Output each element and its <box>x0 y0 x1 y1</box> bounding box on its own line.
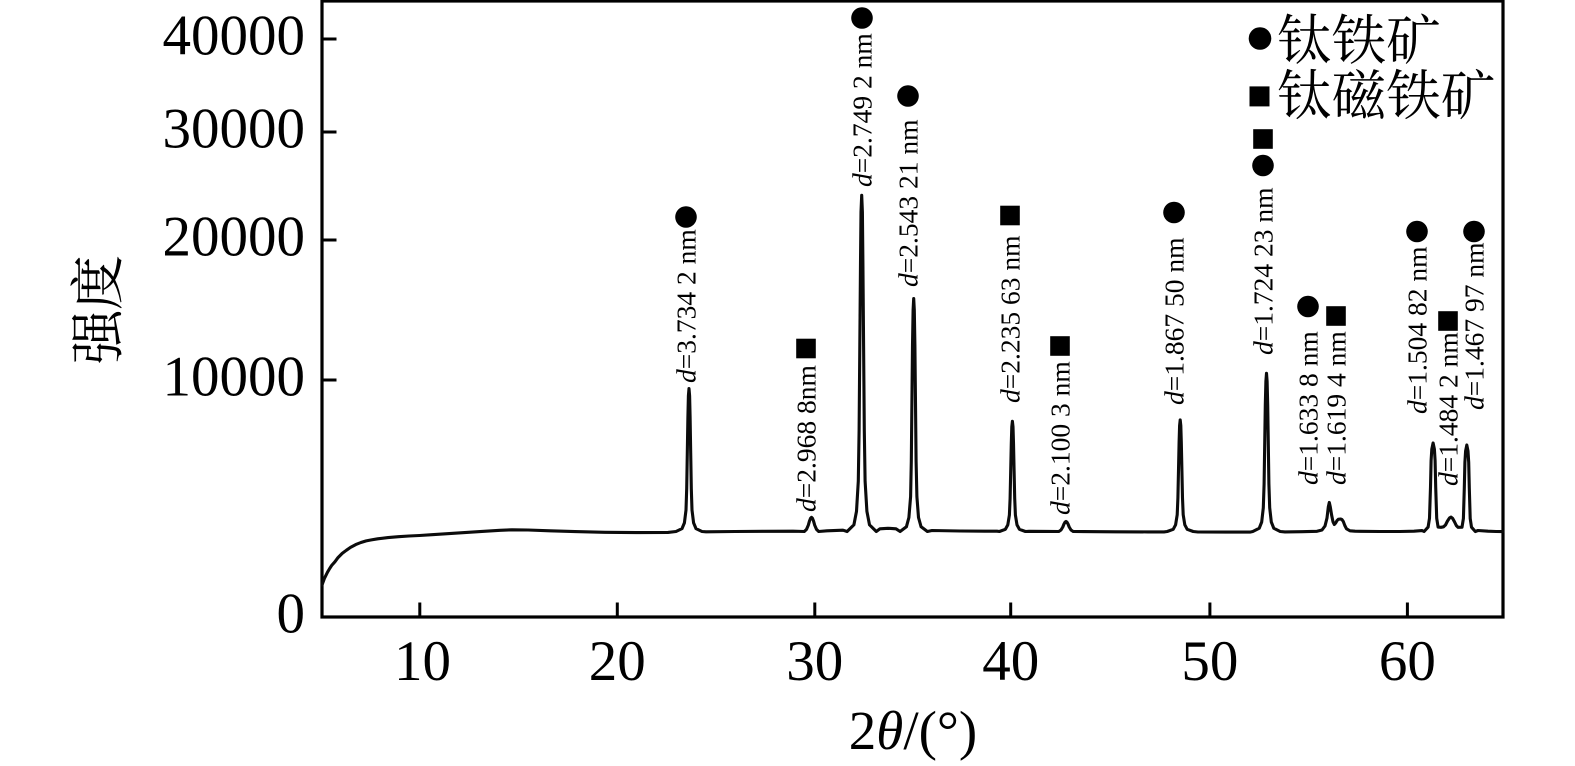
svg-text:20: 20 <box>589 630 646 693</box>
svg-text:60: 60 <box>1379 630 1436 693</box>
svg-text:30000: 30000 <box>163 98 306 161</box>
svg-text:50: 50 <box>1181 630 1238 693</box>
svg-text:d=1.867 50 nm: d=1.867 50 nm <box>1159 237 1190 405</box>
svg-text:d=2.543 21 nm: d=2.543 21 nm <box>893 119 924 287</box>
svg-text:d=2.749 2 nm: d=2.749 2 nm <box>847 33 878 187</box>
svg-text:d=2.235 63 nm: d=2.235 63 nm <box>995 235 1026 403</box>
svg-text:10000: 10000 <box>163 346 306 409</box>
svg-text:2θ/(°): 2θ/(°) <box>849 700 977 761</box>
svg-text:d=2.100 3 nm: d=2.100 3 nm <box>1045 361 1076 515</box>
svg-text:40000: 40000 <box>163 5 306 68</box>
svg-text:0: 0 <box>277 583 306 646</box>
svg-text:d=1.633 8 nm: d=1.633 8 nm <box>1293 331 1324 485</box>
svg-text:d=1.484 2 nm: d=1.484 2 nm <box>1433 332 1464 486</box>
svg-text:d=3.734 2 nm: d=3.734 2 nm <box>671 229 702 383</box>
svg-text:d=1.467 97 nm: d=1.467 97 nm <box>1459 242 1490 410</box>
svg-text:d=1.619 4 nm: d=1.619 4 nm <box>1321 331 1352 485</box>
svg-text:d=2.968 8nm: d=2.968 8nm <box>791 365 822 512</box>
svg-text:30: 30 <box>786 630 843 693</box>
svg-text:10: 10 <box>394 630 451 693</box>
svg-text:d=1.724 23 nm: d=1.724 23 nm <box>1248 187 1279 355</box>
svg-text:40: 40 <box>982 630 1039 693</box>
svg-text:d=1.504 82 nm: d=1.504 82 nm <box>1402 246 1433 414</box>
svg-text:20000: 20000 <box>163 206 306 269</box>
